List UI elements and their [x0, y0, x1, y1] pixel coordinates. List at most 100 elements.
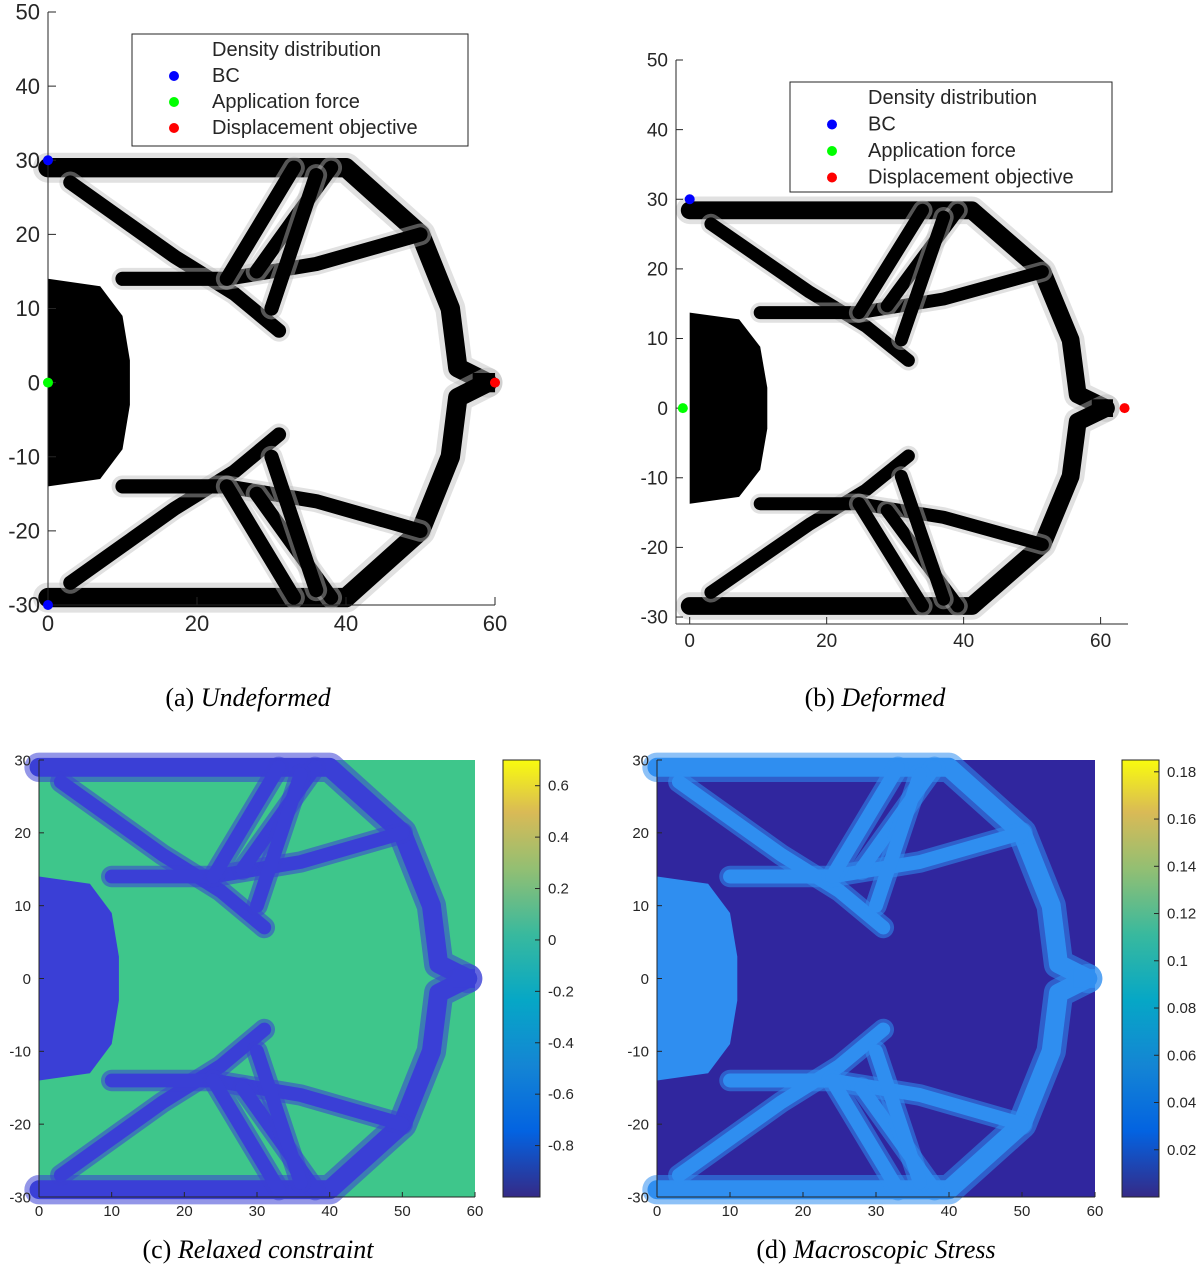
legend-a: Density distribution BC Application force D… — [131, 33, 469, 147]
density-structure — [675, 196, 1120, 620]
y-tick-label: 0 — [641, 971, 649, 988]
x-tick-label: 40 — [334, 611, 358, 636]
legend-entry: Displacement objective — [868, 167, 1074, 189]
x-tick-label: 30 — [868, 1203, 885, 1220]
legend-marker — [169, 123, 179, 133]
strut — [53, 775, 272, 935]
strut — [704, 217, 915, 367]
x-tick-label: 40 — [953, 631, 974, 652]
support-blob — [689, 312, 768, 504]
x-tick-label: 0 — [35, 1203, 43, 1220]
strut — [869, 1044, 927, 1190]
strut — [250, 1044, 308, 1190]
field-structure — [24, 752, 483, 1205]
strut — [753, 265, 1049, 320]
y-tick-label: 0 — [28, 370, 40, 395]
legend-box — [131, 33, 469, 147]
colorbar-tick-label: 0.6 — [548, 778, 569, 795]
y-tick-label: 20 — [16, 222, 40, 247]
caption-a: (a) Undeformed — [165, 683, 331, 712]
marker-bc — [43, 155, 53, 166]
strut — [63, 427, 287, 590]
strut — [753, 497, 1049, 552]
y-tick-label: 0 — [657, 399, 668, 420]
colorbar-tick-label: 0.18 — [1167, 764, 1196, 781]
y-tick-label: -30 — [641, 608, 668, 629]
colorbar-tick-label: 0.06 — [1167, 1047, 1196, 1064]
strut — [852, 203, 929, 320]
marker-displacement-objective — [1119, 403, 1130, 414]
x-tick-label: 50 — [394, 1203, 411, 1220]
strut — [723, 825, 1029, 884]
y-tick-label: 10 — [14, 898, 31, 915]
y-tick-label: -20 — [8, 519, 40, 544]
panel-undeformed: 0 20 40 60 -30 -20 -10 0 10 20 30 40 50 Density dist… — [8, 0, 507, 712]
colorbar-tick-label: 0.16 — [1167, 811, 1196, 828]
y-tick-label: 10 — [647, 329, 668, 350]
strut — [104, 825, 410, 884]
x-tick-label: 60 — [1090, 631, 1111, 652]
legend-marker — [827, 172, 837, 183]
x-tick-label: 40 — [941, 1203, 958, 1220]
legend-marker — [169, 97, 179, 107]
colorbar-tick-label: -0.6 — [548, 1086, 574, 1103]
colorbar-gradient — [502, 759, 541, 1198]
x-tick-label: 30 — [249, 1203, 266, 1220]
x-tick-label: 10 — [103, 1203, 120, 1220]
strut — [206, 1073, 286, 1197]
marker-bc — [684, 194, 695, 205]
density-structure — [33, 152, 503, 613]
strut — [825, 760, 905, 884]
strut — [894, 210, 951, 347]
x-tick-label: 60 — [483, 611, 507, 636]
support-blob — [657, 876, 738, 1081]
x-tick-label: 40 — [321, 1203, 338, 1220]
y-tick-label: -10 — [627, 1044, 649, 1061]
y-tick-label: 20 — [14, 825, 31, 842]
marker-displacement-objective — [490, 377, 500, 388]
x-tick-label: 20 — [176, 1203, 193, 1220]
colorbar-gradient — [1121, 759, 1160, 1198]
legend-box — [789, 81, 1113, 193]
colorbar-tick-label: 0.4 — [548, 829, 569, 846]
x-tick-label: 50 — [1014, 1203, 1031, 1220]
x-tick-label: 10 — [722, 1203, 739, 1220]
y-tick-label: 30 — [14, 752, 31, 769]
marker-bc — [43, 600, 53, 610]
field-structure — [642, 752, 1103, 1205]
colorbar-tick-label: 0.14 — [1167, 858, 1196, 875]
output-tip — [1073, 969, 1095, 988]
colorbar-tick-label: 0.1 — [1167, 953, 1188, 970]
x-tick-label: 20 — [795, 1203, 812, 1220]
panel-deformed: 0 20 40 60 -30 -20 -10 0 10 20 30 40 50 Density dist… — [641, 51, 1130, 712]
x-tick-label: 0 — [42, 611, 54, 636]
strut — [852, 497, 929, 613]
x-tick-label: 0 — [653, 1203, 661, 1220]
y-tick-label: 40 — [16, 74, 40, 99]
x-tick-label: 60 — [467, 1203, 484, 1220]
axes-b: 0 20 40 60 -30 -20 -10 0 10 20 30 40 50 — [641, 51, 1128, 652]
colorbar-tick-label: -0.8 — [548, 1138, 574, 1155]
strut — [825, 1073, 905, 1197]
colorbar-tick-label: 0.08 — [1167, 1000, 1196, 1017]
axes-a: 0 20 40 60 -30 -20 -10 0 10 20 30 40 50 — [8, 0, 507, 636]
legend-entry: Application force — [212, 91, 360, 113]
strut — [104, 1073, 410, 1132]
y-tick-label: -10 — [641, 468, 668, 489]
colorbar-tick-label: -0.2 — [548, 983, 574, 1000]
caption-c: (c) Relaxed constraint — [142, 1235, 374, 1264]
y-tick-label: -10 — [8, 444, 40, 469]
legend-title: Density distribution — [868, 87, 1037, 109]
y-tick-label: -10 — [9, 1044, 31, 1061]
strut — [206, 760, 286, 884]
strut — [63, 175, 287, 338]
y-tick-label: 30 — [632, 752, 649, 769]
y-tick-label: -20 — [641, 538, 668, 559]
marker-application-force — [43, 377, 53, 388]
marker-application-force — [677, 403, 688, 414]
output-tip — [472, 372, 496, 393]
y-tick-label: 0 — [23, 971, 31, 988]
strut — [115, 479, 428, 538]
strut — [894, 469, 951, 606]
